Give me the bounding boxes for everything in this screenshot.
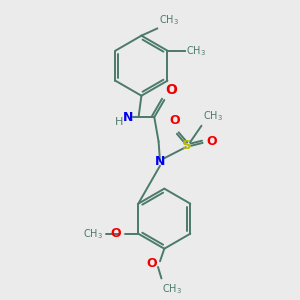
Text: O: O (206, 135, 217, 148)
Text: N: N (123, 111, 134, 124)
Text: CH$_3$: CH$_3$ (162, 282, 182, 296)
Text: S: S (182, 139, 192, 152)
Text: O: O (147, 257, 158, 270)
Text: O: O (169, 114, 180, 127)
Text: CH$_3$: CH$_3$ (159, 13, 178, 27)
Text: O: O (111, 226, 122, 240)
Text: H: H (115, 117, 124, 127)
Text: N: N (155, 155, 165, 168)
Text: CH$_3$: CH$_3$ (83, 227, 103, 241)
Text: CH$_3$: CH$_3$ (203, 110, 223, 124)
Text: O: O (166, 83, 178, 97)
Text: CH$_3$: CH$_3$ (186, 44, 206, 58)
